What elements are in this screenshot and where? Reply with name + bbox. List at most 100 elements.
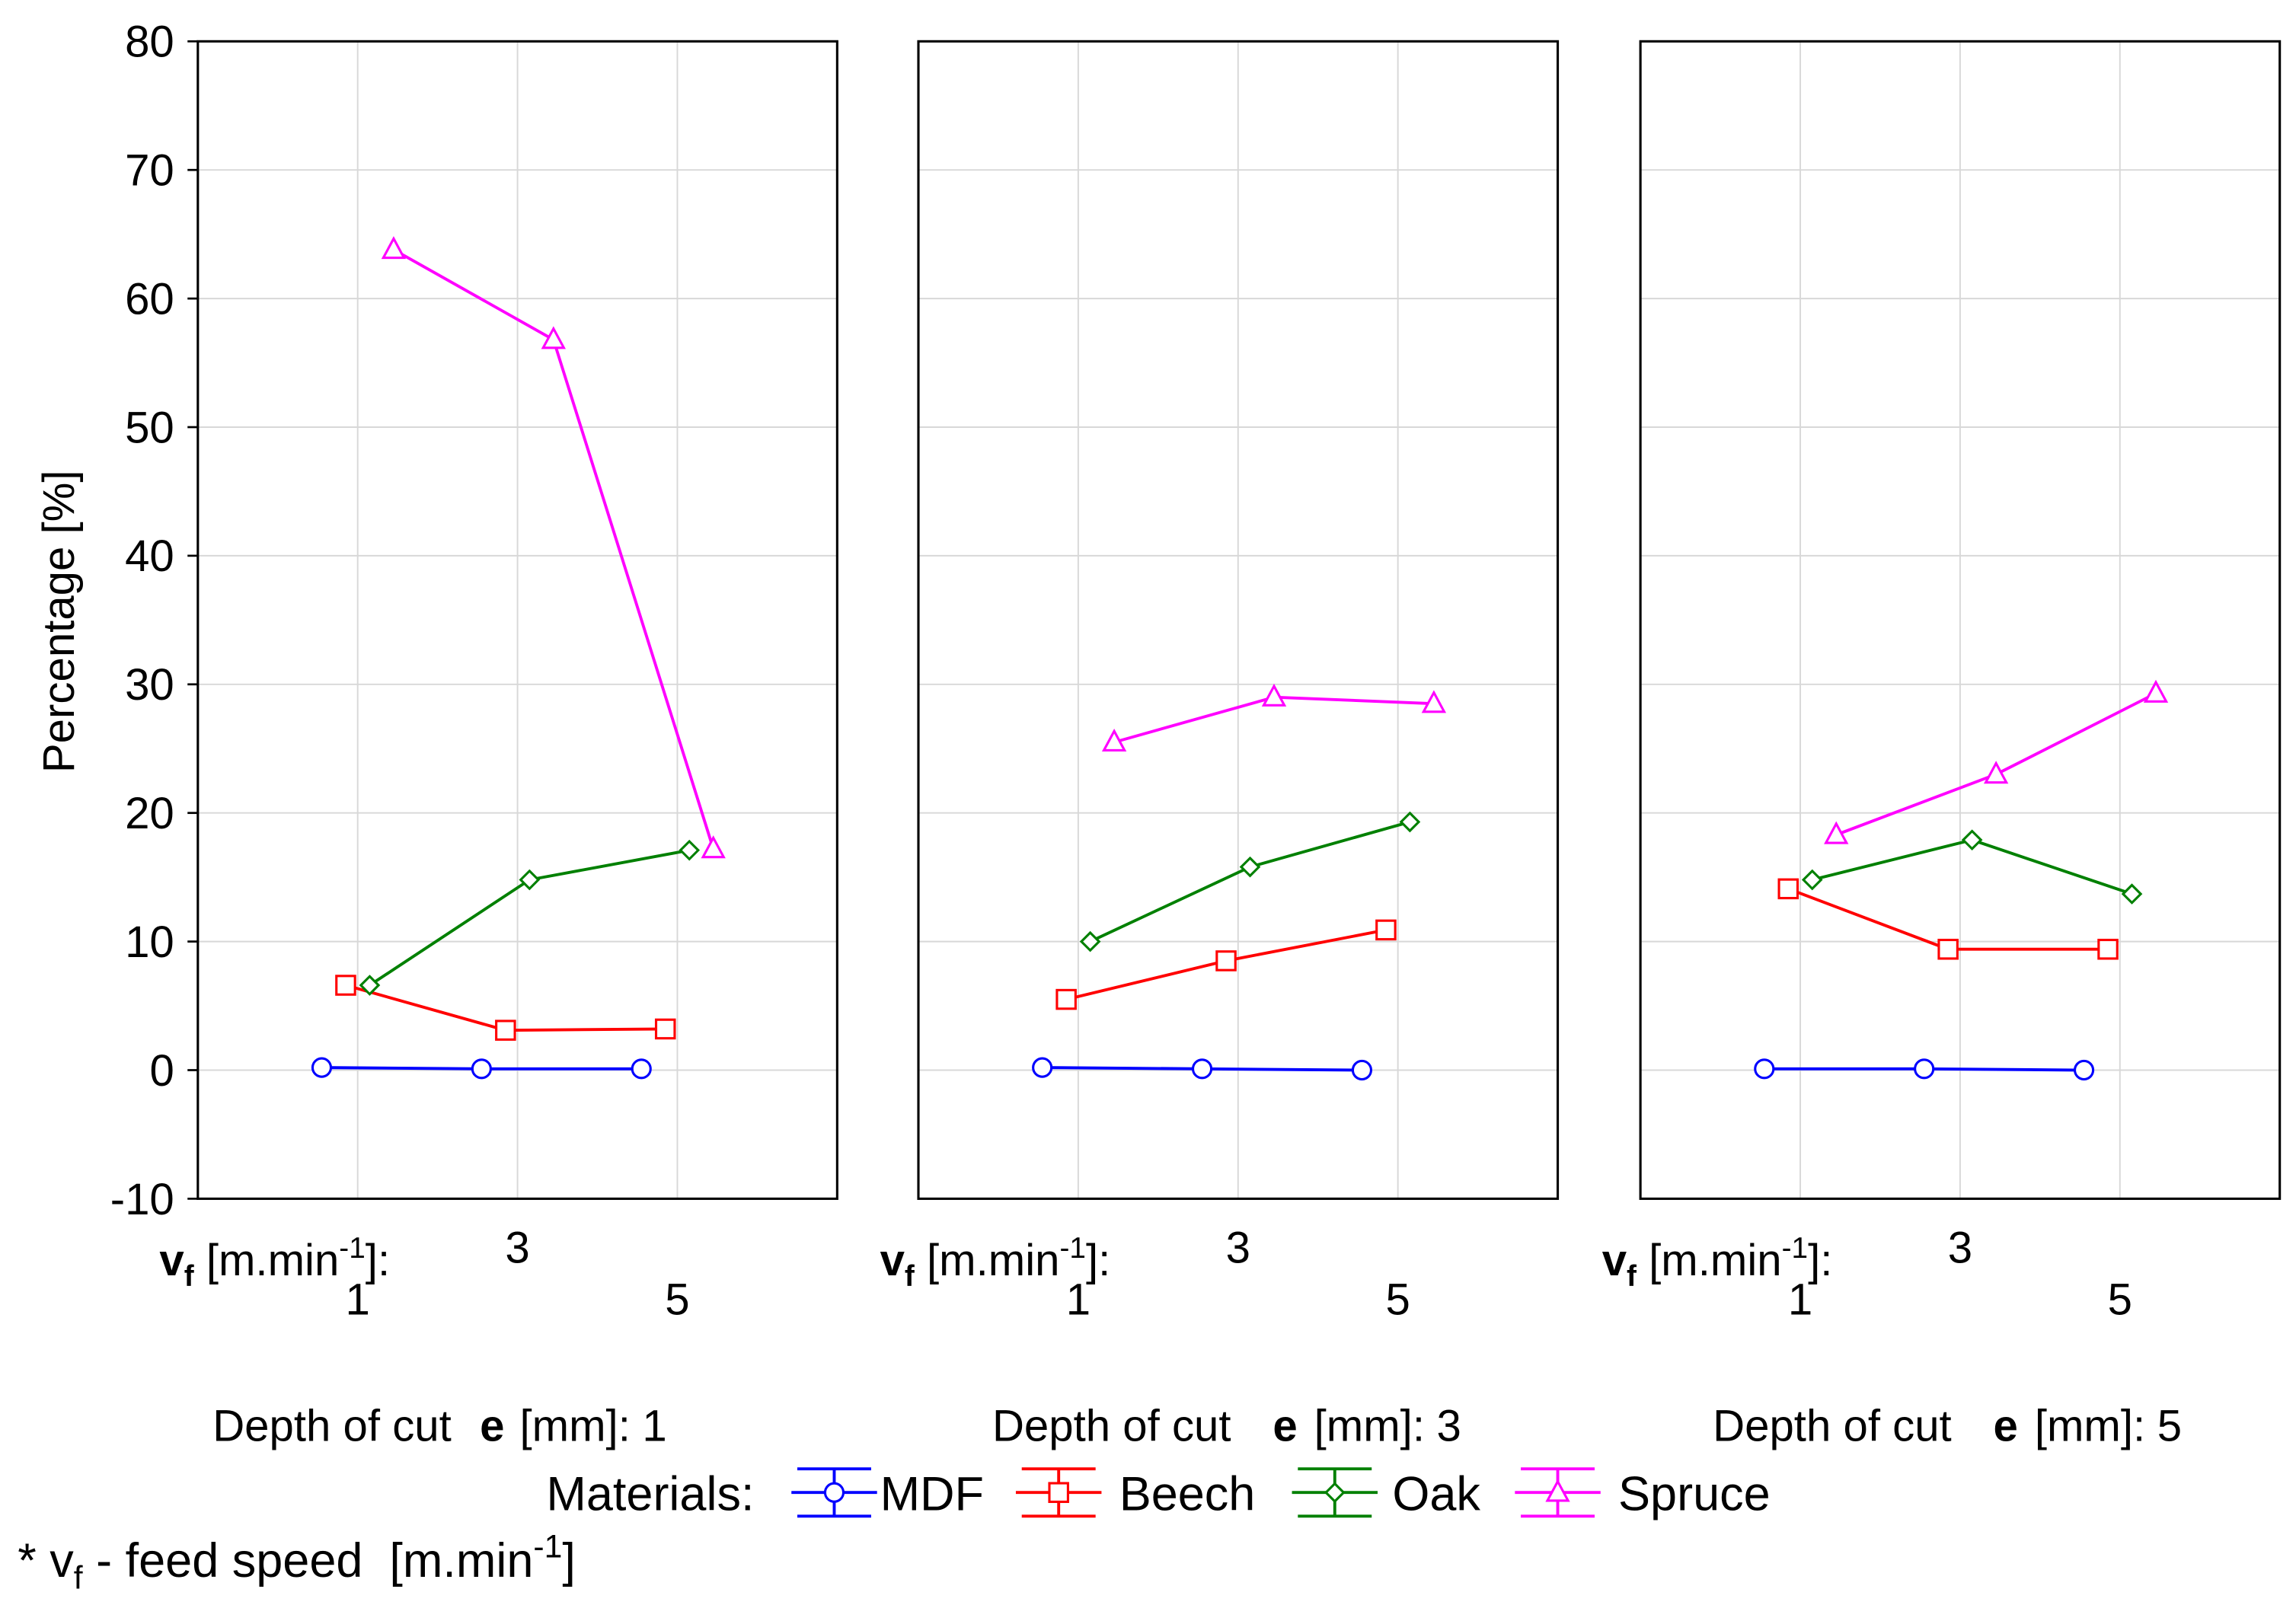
data-point-oak [1239,856,1261,878]
plot-frame [917,40,1560,1200]
y-axis-label: Percentage [%] [34,470,84,773]
x-tick-label: 3 [1226,1224,1250,1273]
data-point-beech [495,1019,516,1041]
legend-diamond-icon [1292,1467,1378,1518]
y-tick-label: -10 [110,1175,174,1224]
legend-item-mdf: MDF [791,1467,984,1521]
data-point-mdf [2073,1059,2095,1081]
data-point-oak [359,975,381,996]
x-tick-label: 3 [1948,1224,1972,1273]
x-axis-label-symbol: v [880,1236,905,1285]
data-point-beech [1777,878,1799,900]
data-point-spruce [381,236,407,260]
data-point-beech [1375,919,1397,941]
data-point-mdf [1914,1058,1935,1080]
x-axis-label-suffix: ]: [1808,1236,1832,1285]
x-axis-label-symbol: v [1602,1236,1627,1285]
data-point-beech [2097,938,2119,960]
facet-label-symbol: e [1994,1401,2018,1450]
x-axis-label-suffix: ]: [1086,1236,1110,1285]
facet-label-prefix: Depth of cut [992,1401,1231,1450]
data-point-beech [1055,988,1077,1010]
legend-label: Oak [1392,1468,1480,1521]
plot-frame [196,40,838,1200]
x-axis-label-unit: [m.min [1637,1236,1782,1285]
facet-label-value: 5 [2157,1401,2182,1450]
data-point-beech [654,1018,676,1040]
y-tick-label: 80 [125,18,174,67]
legend-label: Beech [1119,1468,1256,1521]
x-axis-label-symbol: v [159,1236,184,1285]
facet-label: Depth of cut e [mm]: 3 [992,1401,1461,1450]
footnote-suffix: ] [562,1534,576,1587]
data-point-spruce [2143,679,2169,703]
x-axis-label-subscript: f [1627,1260,1637,1293]
data-point-oak [1079,930,1101,952]
y-tick-label: 50 [125,403,174,452]
legend-item-beech: Beech [1015,1467,1256,1521]
facet-label-unit: [mm]: [2035,1401,2145,1450]
x-axis-label-superscript: -1 [1059,1232,1085,1265]
y-tick-label: 30 [125,660,174,710]
y-tick-label: 40 [125,531,174,581]
x-axis-label-superscript: -1 [1782,1232,1808,1265]
y-tick-label: 70 [125,146,174,196]
footnote-subscript: f [74,1559,83,1596]
data-point-spruce [1101,728,1127,752]
x-tick-label: 1 [1066,1275,1091,1325]
facet-label-symbol: e [480,1401,504,1450]
facet-label-unit: [mm]: [519,1401,630,1450]
x-axis-label-superscript: -1 [339,1232,365,1265]
data-point-oak [1961,829,1983,850]
legend-marker [1324,1482,1346,1504]
footnote-prefix: * v [18,1534,74,1587]
facet-label-value: 1 [642,1401,666,1450]
data-point-beech [335,975,356,996]
data-point-mdf [311,1057,333,1078]
legend-title: Materials: [546,1468,754,1521]
data-point-mdf [471,1058,492,1080]
data-point-oak [519,869,541,891]
data-point-beech [1937,938,1959,960]
legend-label: Spruce [1618,1468,1771,1521]
data-point-mdf [1191,1058,1213,1080]
legend-item-oak: Oak [1292,1467,1480,1521]
footnote-superscript: -1 [533,1529,562,1565]
legend-label: MDF [880,1468,984,1521]
y-tick-label: 60 [125,274,174,324]
data-point-oak [2121,883,2143,905]
data-point-spruce [541,326,566,349]
data-point-oak [679,839,701,861]
footnote: * vf - feed speed [m.min-1] [18,1529,576,1597]
facet-label-symbol: e [1273,1401,1297,1450]
plot-frame [1639,40,2282,1200]
y-tick-label: 10 [125,917,174,967]
facet-label-value: 3 [1437,1401,1461,1450]
data-point-spruce [701,835,726,859]
y-tick-label: 20 [125,789,174,838]
legend-marker [1048,1482,1069,1504]
data-point-mdf [1754,1058,1775,1080]
data-point-mdf [1351,1059,1373,1081]
x-axis-label-unit: [m.min [915,1236,1060,1285]
x-tick-label: 5 [1385,1275,1410,1325]
facet-label-unit: [mm]: [1314,1401,1425,1450]
x-tick-label: 1 [346,1275,370,1325]
legend-marker [823,1482,845,1503]
x-axis-label-subscript: f [905,1260,915,1293]
x-axis-label-subscript: f [184,1260,194,1293]
legend-item-spruce: Spruce [1515,1467,1771,1521]
legend-triangle-icon [1515,1467,1601,1518]
data-point-spruce [1421,690,1447,713]
data-point-beech [1215,950,1237,972]
legend-square-icon [1015,1467,1102,1518]
x-axis-label: vf [m.min-1]: [159,1232,390,1293]
x-tick-label: 5 [2108,1275,2132,1325]
x-tick-label: 1 [1788,1275,1812,1325]
data-point-spruce [1983,761,2009,784]
data-point-spruce [1824,821,1849,844]
